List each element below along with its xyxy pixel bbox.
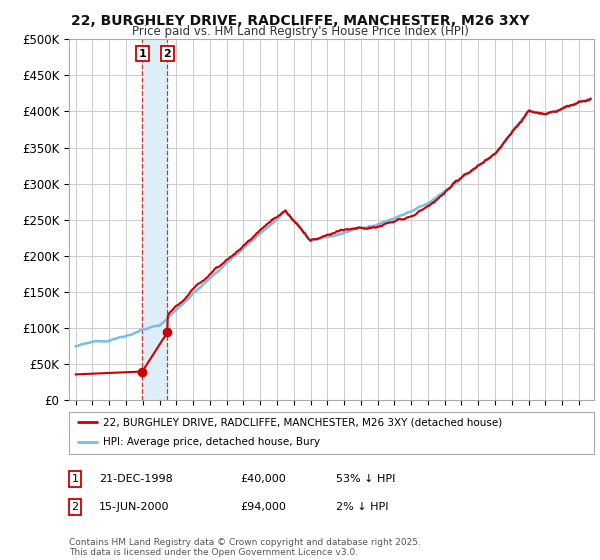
Text: 15-JUN-2000: 15-JUN-2000	[99, 502, 170, 512]
Text: 21-DEC-1998: 21-DEC-1998	[99, 474, 173, 484]
Text: 53% ↓ HPI: 53% ↓ HPI	[336, 474, 395, 484]
Text: 2% ↓ HPI: 2% ↓ HPI	[336, 502, 389, 512]
Text: 1: 1	[71, 474, 79, 484]
Text: Price paid vs. HM Land Registry's House Price Index (HPI): Price paid vs. HM Land Registry's House …	[131, 25, 469, 38]
Text: 2: 2	[163, 49, 171, 59]
Bar	[142, 39, 167, 400]
Text: 22, BURGHLEY DRIVE, RADCLIFFE, MANCHESTER, M26 3XY (detached house): 22, BURGHLEY DRIVE, RADCLIFFE, MANCHESTE…	[103, 417, 502, 427]
Text: £94,000: £94,000	[240, 502, 286, 512]
Text: 22, BURGHLEY DRIVE, RADCLIFFE, MANCHESTER, M26 3XY: 22, BURGHLEY DRIVE, RADCLIFFE, MANCHESTE…	[71, 14, 529, 28]
Text: 2: 2	[71, 502, 79, 512]
Text: £40,000: £40,000	[240, 474, 286, 484]
Text: 1: 1	[139, 49, 146, 59]
Text: HPI: Average price, detached house, Bury: HPI: Average price, detached house, Bury	[103, 437, 320, 447]
Text: Contains HM Land Registry data © Crown copyright and database right 2025.
This d: Contains HM Land Registry data © Crown c…	[69, 538, 421, 557]
